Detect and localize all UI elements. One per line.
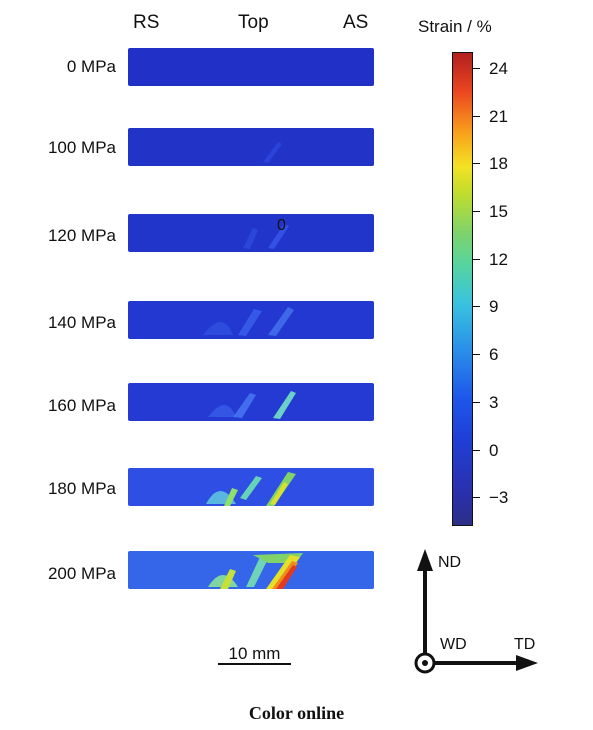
colorbar-tick-mark — [473, 401, 480, 403]
row-label-200mpa: 200 MPa — [47, 564, 116, 583]
colorbar-tick-label: 18 — [489, 154, 508, 174]
scale-bar — [218, 663, 291, 665]
strain-map-140mpa — [128, 301, 374, 339]
colorbar-tick-mark — [473, 258, 480, 260]
colorbar-tick-label: 12 — [489, 249, 508, 269]
colorbar-tick-label: 15 — [489, 202, 508, 222]
row-label-140mpa: 140 MPa — [47, 313, 116, 332]
strain-map-200mpa — [128, 551, 374, 589]
wd-dot — [422, 660, 428, 666]
nd-label: ND — [438, 554, 462, 571]
wd-label: WD — [440, 636, 467, 653]
colorbar-tick-mark — [473, 354, 480, 356]
colorbar-tick-mark — [473, 497, 480, 499]
row-label-180mpa: 180 MPa — [47, 479, 116, 498]
colorbar-tick-mark — [473, 306, 480, 308]
orientation-axes — [414, 549, 538, 674]
colorbar-tick-label: 21 — [489, 106, 508, 126]
td-label: TD — [514, 636, 536, 653]
colorbar-tick-label: 6 — [489, 345, 499, 365]
colorbar-tick-label: 9 — [489, 297, 499, 317]
td-arrow-head — [516, 655, 538, 671]
colorbar-tick-mark — [473, 115, 480, 117]
row-label-100mpa: 100 MPa — [47, 138, 116, 157]
strain-map-160mpa — [128, 383, 374, 421]
scale-bar-label: 10 mm — [228, 644, 281, 663]
colorbar-tick-label: 0 — [489, 440, 499, 460]
colorbar-tick-mark — [473, 163, 480, 165]
strip-annotation: 0 — [277, 217, 286, 234]
header-as-label: AS — [343, 12, 369, 33]
row-label-120mpa: 120 MPa — [47, 226, 116, 245]
strain-map-100mpa — [128, 128, 374, 166]
header-rs-label: RS — [133, 12, 160, 33]
strain-map-120mpa — [128, 214, 374, 252]
colorbar — [452, 52, 473, 526]
colorbar-tick-mark — [473, 211, 480, 213]
row-label-160mpa: 160 MPa — [47, 396, 116, 415]
colorbar-tick-mark — [473, 449, 480, 451]
row-label-0mpa: 0 MPa — [66, 57, 116, 76]
colorbar-tick-label: −3 — [489, 488, 509, 508]
colorbar-tick-label: 3 — [489, 392, 499, 412]
strain-map-180mpa — [128, 468, 374, 506]
colorbar-tick-label: 24 — [489, 58, 508, 78]
colorbar-tick-mark — [473, 67, 480, 69]
strain-map-0mpa — [128, 48, 374, 86]
header-top-label: Top — [238, 12, 269, 33]
caption: Color online — [248, 703, 345, 723]
colorbar-title: Strain / % — [418, 17, 492, 36]
nd-arrow-head — [417, 549, 433, 571]
